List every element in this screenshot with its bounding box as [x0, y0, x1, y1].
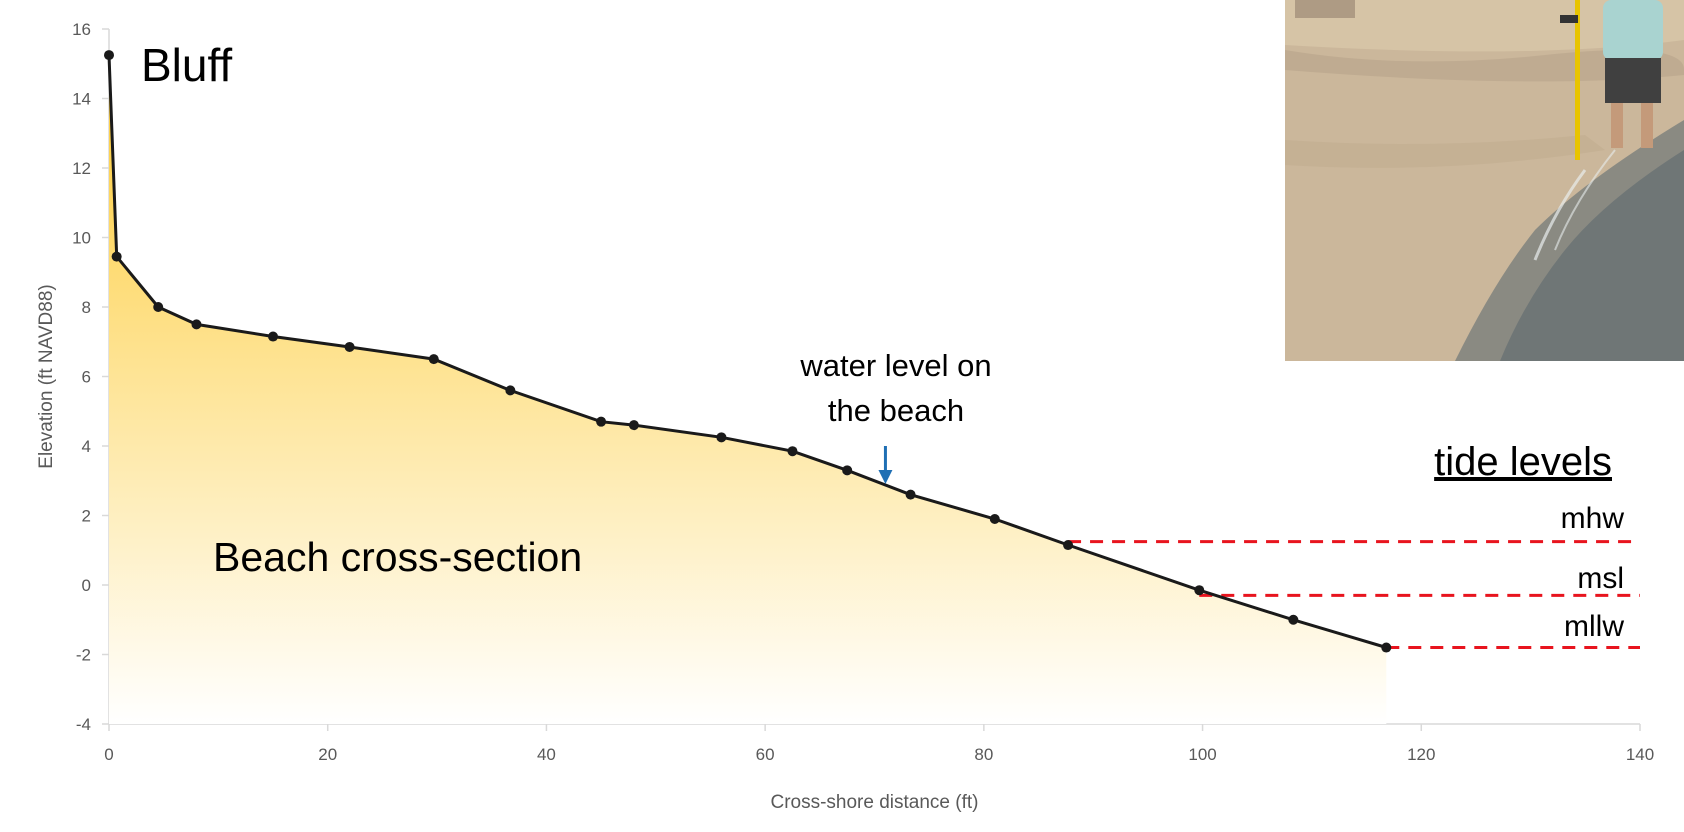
- y-axis-title: Elevation (ft NAVD88): [36, 284, 57, 468]
- profile-point: [787, 446, 798, 457]
- profile-point: [842, 465, 853, 476]
- y-tick-label: -2: [76, 646, 91, 665]
- beach-survey-photo: [1285, 0, 1684, 361]
- y-tick-label: 2: [82, 507, 91, 526]
- y-tick-label: 8: [82, 298, 91, 317]
- x-tick-label: 140: [1626, 745, 1654, 764]
- water-level-label-line2: the beach: [828, 393, 964, 428]
- x-tick-label: 60: [756, 745, 775, 764]
- y-tick-label: 10: [72, 229, 91, 248]
- y-tick-labels: -4 -2 0 2 4 6 8 10 12 14 16: [72, 20, 109, 734]
- profile-point: [716, 432, 727, 443]
- bluff-label: Bluff: [141, 39, 232, 91]
- y-tick-label: 4: [82, 437, 91, 456]
- y-tick-label: -4: [76, 715, 91, 734]
- profile-point: [1381, 642, 1392, 653]
- x-tick-label: 120: [1407, 745, 1435, 764]
- beach-cross-section-area: [109, 55, 1387, 725]
- profile-point: [268, 331, 279, 342]
- profile-point: [344, 341, 355, 352]
- cross-section-label: Beach cross-section: [213, 534, 582, 580]
- profile-point: [191, 319, 202, 330]
- y-tick-label: 6: [82, 368, 91, 387]
- tide-label-mhw: mhw: [1561, 502, 1625, 535]
- x-tick-label: 20: [318, 745, 337, 764]
- x-axis-title: Cross-shore distance (ft): [770, 792, 978, 813]
- tide-level-lines: [1068, 540, 1640, 650]
- y-tick-label: 12: [72, 159, 91, 178]
- x-tick-label: 40: [537, 745, 556, 764]
- arrow-head: [878, 470, 893, 484]
- profile-point: [111, 251, 122, 262]
- water-level-label-line1: water level on: [799, 348, 991, 383]
- x-tick-label: 0: [104, 745, 113, 764]
- tide-label-mllw: mllw: [1564, 610, 1624, 643]
- tide-label-msl: msl: [1577, 562, 1624, 595]
- tide-levels-header: tide levels: [1434, 440, 1612, 484]
- profile-point: [505, 385, 516, 396]
- x-tick-labels: 0 20 40 60 80 100 120 140: [104, 724, 1654, 764]
- profile-point: [104, 50, 114, 61]
- profile-point: [428, 354, 439, 365]
- y-tick-label: 0: [82, 576, 91, 595]
- profile-point: [596, 416, 607, 427]
- y-tick-label: 16: [72, 20, 91, 39]
- profile-point: [628, 420, 639, 431]
- profile-point: [1063, 540, 1074, 551]
- y-tick-label: 14: [72, 90, 91, 109]
- x-tick-label: 100: [1188, 745, 1216, 764]
- water-level-arrow: [878, 446, 893, 484]
- profile-point: [153, 302, 164, 312]
- profile-point: [1288, 614, 1299, 625]
- profile-points: [104, 50, 1392, 653]
- profile-point: [905, 489, 916, 500]
- profile-point: [989, 513, 1000, 524]
- profile-point: [1194, 585, 1205, 596]
- x-tick-label: 80: [974, 745, 993, 764]
